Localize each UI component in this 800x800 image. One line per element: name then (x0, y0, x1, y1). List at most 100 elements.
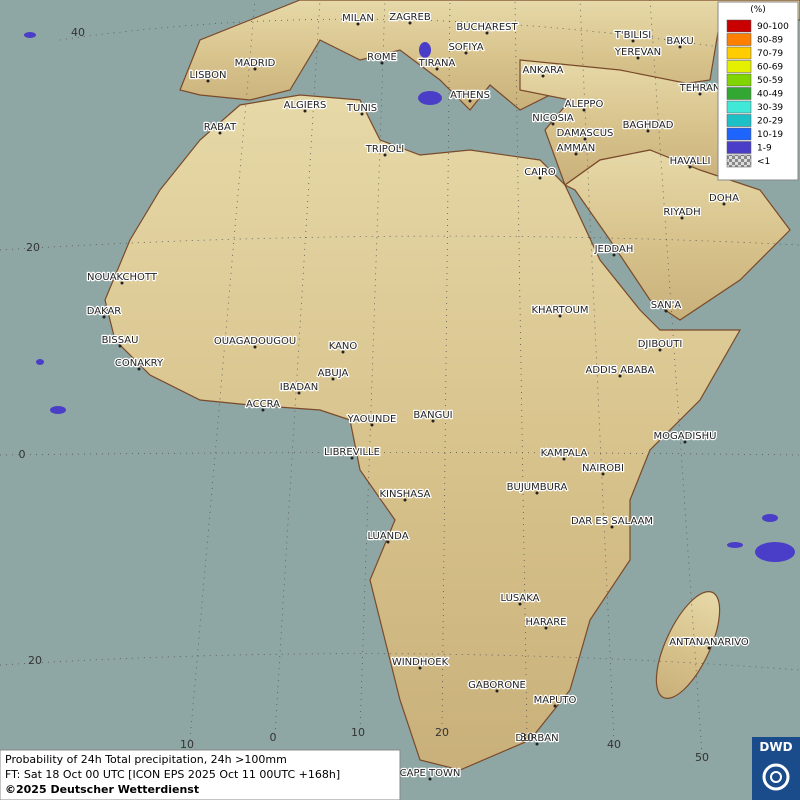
latitude-label: 40 (71, 26, 85, 39)
city-dot (331, 377, 335, 381)
city-dot (535, 742, 539, 746)
city-label: KAMPALA (541, 448, 588, 459)
city-label: TUNIS (346, 103, 377, 114)
city-label: SAN'A (651, 300, 682, 311)
city-dot (137, 367, 141, 371)
city-label: BAGHDAD (623, 120, 674, 131)
city-label: JEDDAH (594, 244, 634, 255)
city-label: GABORONE (468, 680, 526, 691)
city-label: YAOUNDE (347, 414, 397, 425)
legend-label: 20-29 (757, 117, 783, 127)
caption-box (0, 749, 401, 800)
logo-icon (770, 771, 782, 783)
caption-line: FT: Sat 18 Oct 00 UTC [ICON EPS 2025 Oct… (5, 768, 340, 781)
city-dot (435, 67, 439, 71)
city-label: NOUAKCHOTT (87, 272, 158, 283)
city-dot (518, 602, 522, 606)
city-dot (551, 122, 555, 126)
city-dot (360, 112, 364, 116)
city-label: ANTANANARIVO (669, 637, 749, 648)
city-label: BAKU (666, 36, 693, 47)
city-dot (707, 646, 711, 650)
legend-swatch (726, 60, 752, 73)
legend-swatch (726, 19, 752, 33)
city-label: CAIRO (524, 167, 556, 178)
city-label: YEREVAN (614, 47, 661, 58)
city-dot (428, 777, 432, 781)
city-dot (631, 39, 635, 43)
city-label: DAR ES SALAAM (571, 516, 653, 527)
longitude-label: 30 (520, 731, 534, 744)
city-label: T'BILISI (614, 30, 651, 41)
city-label: DOHA (709, 193, 739, 204)
city-dot (356, 22, 360, 26)
city-label: IBADAN (280, 382, 319, 393)
city-label: ATHENS (450, 90, 490, 101)
city-dot (380, 61, 384, 65)
grid-labels: 40 20 0 20 10 0 10 20 30 40 50 (19, 26, 710, 764)
legend-label: 50-59 (757, 76, 783, 86)
logo-text: DWD (759, 740, 792, 754)
city-label: MOGADISHU (654, 431, 717, 442)
latitude-label: 20 (28, 654, 42, 667)
city-dot (583, 137, 587, 141)
legend-swatch (726, 46, 752, 60)
city-dot (303, 109, 307, 113)
city-label: LUSAKA (501, 593, 540, 604)
city-label: MILAN (342, 13, 374, 24)
city-dot (612, 253, 616, 257)
city-label: DAMASCUS (557, 128, 614, 139)
longitude-label: 0 (270, 731, 277, 744)
city-dot (418, 666, 422, 670)
city-dot (253, 345, 257, 349)
city-label: MAPUTO (534, 695, 577, 706)
city-label: OUAGADOUGOU (214, 336, 296, 347)
legend-swatch (726, 73, 752, 87)
city-labels: MILAN ZAGREB BUCHAREST MADRID ROME SOFIYA TIRA… (85, 11, 750, 781)
longitude-label: 50 (695, 751, 709, 764)
land (104, 0, 800, 771)
city-dot (218, 131, 222, 135)
city-dot (206, 79, 210, 83)
city-label: BANGUI (413, 410, 452, 421)
city-dot (431, 419, 435, 423)
city-dot (582, 108, 586, 112)
city-label: KANO (329, 341, 358, 352)
caption: Probability of 24h Total precipitation, … (0, 749, 401, 800)
graticule (0, 0, 800, 756)
city-label: HAVALLI (670, 156, 711, 167)
latitude-label: 0 (19, 448, 26, 461)
city-label: TIRANA (418, 58, 456, 69)
city-dot (495, 689, 499, 693)
city-label: RIYADH (663, 207, 700, 218)
city-dot (408, 21, 412, 25)
city-label: ALGIERS (284, 100, 327, 111)
city-label: DAKAR (87, 306, 122, 317)
legend-label: 10-19 (757, 130, 783, 140)
city-dot (468, 99, 472, 103)
longitude-label: 20 (435, 726, 449, 739)
caption-line: Probability of 24h Total precipitation, … (5, 753, 287, 766)
logo-icon (762, 763, 790, 791)
city-label: BUCHAREST (456, 22, 518, 33)
city-dot (558, 314, 562, 318)
legend-swatch (726, 154, 752, 168)
city-label: ABUJA (318, 368, 349, 379)
city-dot (574, 152, 578, 156)
city-label: BISSAU (102, 335, 139, 346)
legend-label: 90-100 (757, 22, 789, 32)
longitude-label: 10 (351, 726, 365, 739)
city-label: LISBON (190, 70, 227, 81)
legend-swatch (726, 87, 752, 100)
city-label: ALEPPO (565, 99, 604, 110)
city-label: KINSHASA (379, 489, 430, 500)
city-dot (350, 456, 354, 460)
city-dot (544, 626, 548, 630)
logo: DWD (752, 737, 800, 800)
city-label: NAIROBI (582, 463, 624, 474)
legend-swatch (726, 33, 752, 46)
legend-label: 40-49 (757, 90, 783, 100)
city-dot (678, 45, 682, 49)
city-label: HARARE (525, 617, 566, 628)
